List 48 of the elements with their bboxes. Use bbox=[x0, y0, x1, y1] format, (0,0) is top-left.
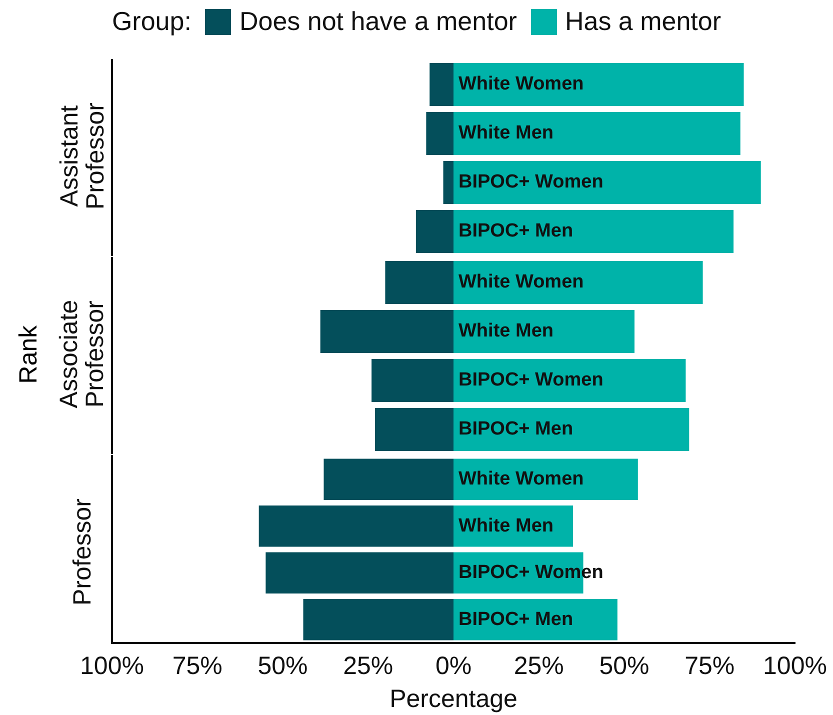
bar bbox=[416, 210, 454, 254]
bar bbox=[454, 358, 686, 402]
legend-title: Group: bbox=[112, 6, 192, 37]
category-label: White Men bbox=[458, 320, 554, 342]
x-tick-label: 0% bbox=[435, 652, 472, 680]
y-axis-title: Professor bbox=[68, 498, 96, 606]
y-axis-title: Assistant Professor bbox=[55, 102, 110, 210]
category-label: BIPOC+ Women bbox=[458, 172, 604, 193]
category-label: White Men bbox=[458, 515, 554, 536]
bar bbox=[454, 112, 740, 156]
category-label: White Men bbox=[458, 122, 554, 144]
bar bbox=[443, 160, 454, 204]
bar bbox=[430, 62, 454, 106]
x-tick-label: 100% bbox=[80, 652, 144, 680]
y-axis-title: Associate Professor bbox=[55, 300, 110, 408]
bar bbox=[372, 358, 454, 402]
bar bbox=[303, 599, 454, 640]
bar bbox=[320, 310, 454, 354]
bar bbox=[454, 210, 734, 254]
x-tick-label: 50% bbox=[258, 652, 308, 680]
category-label: BIPOC+ Men bbox=[458, 418, 574, 440]
legend-label: Does not have a mentor bbox=[239, 6, 517, 37]
x-tick-label: 100% bbox=[763, 652, 827, 680]
bar bbox=[426, 112, 454, 156]
bar bbox=[258, 506, 454, 547]
category-label: White Women bbox=[458, 468, 584, 490]
bar bbox=[266, 552, 454, 594]
category-label: White Women bbox=[458, 74, 584, 95]
x-tick-label: 75% bbox=[172, 652, 222, 680]
bar bbox=[454, 160, 761, 204]
x-tick-label: 25% bbox=[514, 652, 564, 680]
category-label: BIPOC+ Men bbox=[458, 220, 574, 242]
legend-label: Has a mentor bbox=[564, 6, 722, 37]
x-tick-label: 75% bbox=[684, 652, 735, 680]
bar bbox=[454, 260, 703, 304]
text: Rank bbox=[14, 324, 44, 384]
bar bbox=[385, 260, 454, 304]
category-label: BIPOC+ Men bbox=[458, 608, 574, 630]
category-label: BIPOC+ Women bbox=[458, 370, 604, 391]
bar bbox=[454, 310, 634, 354]
bar bbox=[374, 408, 454, 452]
bar bbox=[324, 458, 454, 500]
x-axis-title: Percentage bbox=[390, 684, 518, 713]
category-label: White Women bbox=[458, 272, 584, 293]
bar bbox=[454, 408, 690, 452]
x-tick-label: 50% bbox=[599, 652, 650, 680]
x-tick-label: 25% bbox=[343, 652, 394, 680]
bar bbox=[454, 62, 744, 106]
